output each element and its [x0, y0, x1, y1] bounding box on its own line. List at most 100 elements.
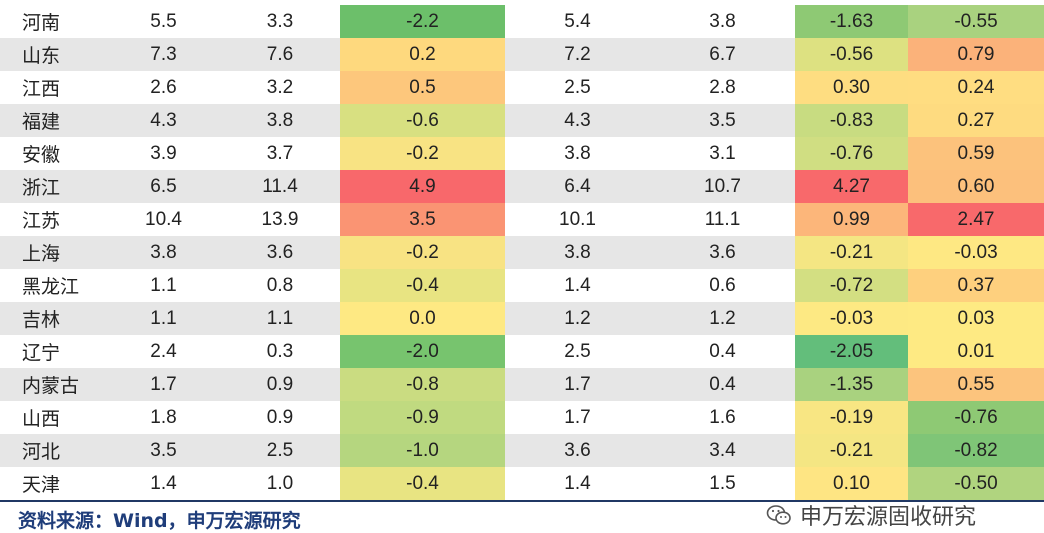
value-cell-c4: 6.4	[505, 170, 650, 203]
value-cell-c2: 0.9	[220, 368, 340, 401]
value-cell-c6: -0.76	[795, 137, 908, 170]
value-cell-c7: 0.27	[908, 104, 1044, 137]
region-cell: 河北	[0, 434, 107, 467]
value-cell-c5: 3.1	[709, 142, 736, 164]
source-note: 资料来源：Wind，申万宏源研究	[18, 510, 301, 532]
table-row: 安徽 3.9 3.7 -0.2 3.8 3.1 -0.76 0.59	[0, 137, 1044, 170]
value-cell-c3: 4.9	[340, 170, 505, 203]
region-cell: 上海	[0, 236, 107, 269]
value-cell-c3: -1.0	[340, 434, 505, 467]
value-cell-c2: 2.5	[220, 434, 340, 467]
value-cell-c7: 0.03	[908, 302, 1044, 335]
value-cell-c7: 0.37	[908, 269, 1044, 302]
value-cell-c3: -0.2	[340, 137, 505, 170]
value-cell-c2: 3.7	[266, 142, 294, 164]
value-cell-c7: -0.82	[908, 434, 1044, 467]
region-cell: 河南	[22, 13, 61, 34]
value-cell-c1: 3.9	[150, 142, 177, 164]
value-cell-c6: 0.99	[795, 203, 908, 236]
value-cell-c7: -0.76	[908, 401, 1044, 434]
value-cell-c1: 1.8	[150, 406, 177, 428]
value-cell-c4: 1.2	[505, 302, 650, 335]
value-cell-c1: 1.7	[107, 368, 220, 401]
watermark: 申万宏源固收研究	[766, 500, 976, 530]
region-cell: 浙江	[0, 170, 107, 203]
value-cell-c4: 7.2	[505, 38, 650, 71]
value-cell-c6: -0.83	[795, 104, 908, 137]
value-cell-c1: 6.5	[107, 170, 220, 203]
region-cell: 江西	[22, 79, 61, 100]
table-row: 江西 2.6 3.2 0.5 2.5 2.8 0.30 0.24	[0, 71, 1044, 104]
value-cell-c1: 10.4	[145, 208, 182, 230]
value-cell-c3: 3.5	[340, 203, 505, 236]
table-row: 辽宁 2.4 0.3 -2.0 2.5 0.4 -2.05 0.01	[0, 335, 1044, 368]
value-cell-c6: 4.27	[795, 170, 908, 203]
value-cell-c2: 0.3	[266, 340, 294, 362]
value-cell-c4: 1.4	[564, 274, 591, 296]
region-cell: 安徽	[22, 145, 61, 166]
table-row: 河南 5.5 3.3 -2.2 5.4 3.8 -1.63 -0.55	[0, 5, 1044, 38]
value-cell-c1: 5.5	[150, 10, 177, 32]
value-cell-c6: -2.05	[795, 335, 908, 368]
value-cell-c5: 0.4	[650, 368, 795, 401]
value-cell-c6: -0.19	[795, 401, 908, 434]
value-cell-c5: 1.2	[650, 302, 795, 335]
table-row: 内蒙古 1.7 0.9 -0.8 1.7 0.4 -1.35 0.55	[0, 368, 1044, 401]
value-cell-c6: -0.21	[795, 434, 908, 467]
region-cell: 内蒙古	[0, 368, 107, 401]
value-cell-c2: 3.3	[266, 10, 294, 32]
value-cell-c7: 2.47	[908, 203, 1044, 236]
value-cell-c2: 1.0	[266, 472, 294, 494]
value-cell-c2: 3.2	[266, 76, 294, 98]
table-row: 吉林 1.1 1.1 0.0 1.2 1.2 -0.03 0.03	[0, 302, 1044, 335]
region-cell: 吉林	[0, 302, 107, 335]
value-cell-c4: 4.3	[505, 104, 650, 137]
value-cell-c7: -0.50	[908, 467, 1044, 500]
value-cell-c4: 1.4	[564, 472, 591, 494]
value-cell-c6: 0.30	[795, 71, 908, 104]
value-cell-c6: -1.63	[795, 5, 908, 38]
value-cell-c5: 3.5	[650, 104, 795, 137]
value-cell-c2: 3.8	[220, 104, 340, 137]
value-cell-c7: 0.24	[908, 71, 1044, 104]
value-cell-c3: -0.6	[340, 104, 505, 137]
value-cell-c5: 3.4	[650, 434, 795, 467]
value-cell-c4: 1.7	[505, 368, 650, 401]
value-cell-c2: 7.6	[220, 38, 340, 71]
value-cell-c7: 0.55	[908, 368, 1044, 401]
region-cell: 辽宁	[22, 343, 61, 364]
value-cell-c7: 0.01	[908, 335, 1044, 368]
value-cell-c3: -2.2	[340, 5, 505, 38]
value-cell-c7: 0.59	[908, 137, 1044, 170]
value-cell-c2: 13.9	[261, 208, 299, 230]
value-cell-c4: 2.5	[564, 340, 591, 362]
footer-rule	[0, 500, 1044, 502]
table-body: 河南 5.5 3.3 -2.2 5.4 3.8 -1.63 -0.55 山东 7.3 7.6 0.2 7…	[0, 5, 1044, 500]
value-cell-c1: 2.4	[150, 340, 177, 362]
value-cell-c1: 2.6	[150, 76, 177, 98]
table-row: 山西 1.8 0.9 -0.9 1.7 1.6 -0.19 -0.76	[0, 401, 1044, 434]
value-cell-c6: -0.21	[795, 236, 908, 269]
value-cell-c4: 10.1	[559, 208, 596, 230]
value-cell-c1: 3.8	[107, 236, 220, 269]
value-cell-c2: 11.4	[220, 170, 340, 203]
value-cell-c2: 0.8	[266, 274, 294, 296]
value-cell-c5: 2.8	[709, 76, 736, 98]
value-cell-c3: -0.4	[340, 467, 505, 500]
value-cell-c1: 1.4	[150, 472, 177, 494]
value-cell-c4: 3.8	[564, 142, 591, 164]
value-cell-c4: 2.5	[564, 76, 591, 98]
region-cell: 山东	[0, 38, 107, 71]
value-cell-c5: 1.5	[709, 472, 736, 494]
value-cell-c5: 3.6	[650, 236, 795, 269]
watermark-text: 申万宏源固收研究	[800, 505, 977, 530]
value-cell-c4: 3.8	[505, 236, 650, 269]
region-cell: 江苏	[22, 211, 61, 232]
wechat-icon	[766, 505, 791, 525]
value-cell-c3: 0.2	[340, 38, 505, 71]
value-cell-c1: 7.3	[107, 38, 220, 71]
value-cell-c2: 1.1	[220, 302, 340, 335]
value-cell-c5: 11.1	[704, 208, 741, 230]
table-row: 河北 3.5 2.5 -1.0 3.6 3.4 -0.21 -0.82	[0, 434, 1044, 467]
region-cell: 黑龙江	[22, 277, 80, 298]
